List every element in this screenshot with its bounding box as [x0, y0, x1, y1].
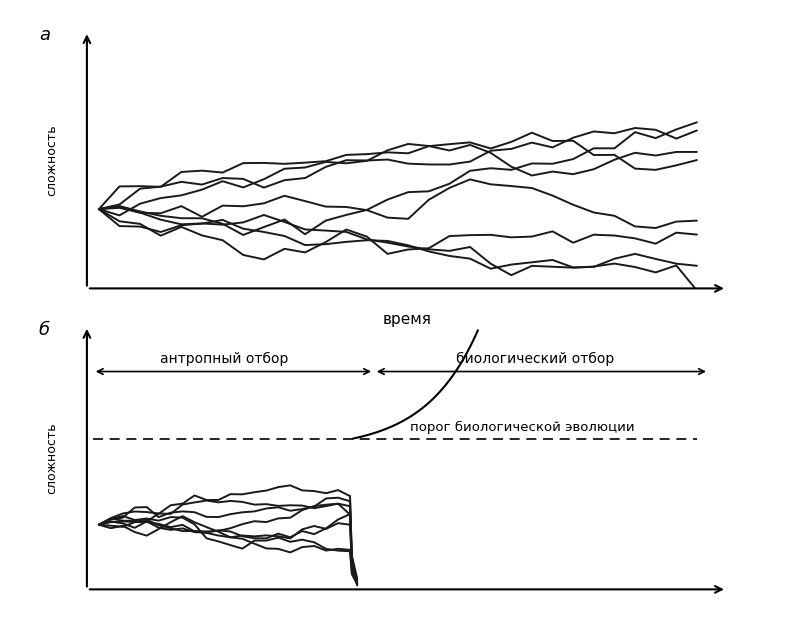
- Text: сложность: сложность: [45, 124, 58, 196]
- Text: порог биологической эволюции: порог биологической эволюции: [410, 421, 634, 434]
- Text: б: б: [39, 321, 50, 339]
- Text: а: а: [39, 26, 50, 45]
- Text: сложность: сложность: [45, 422, 58, 493]
- Text: время: время: [382, 312, 431, 327]
- Text: биологический отбор: биологический отбор: [457, 352, 615, 366]
- Text: антропный отбор: антропный отбор: [160, 352, 288, 366]
